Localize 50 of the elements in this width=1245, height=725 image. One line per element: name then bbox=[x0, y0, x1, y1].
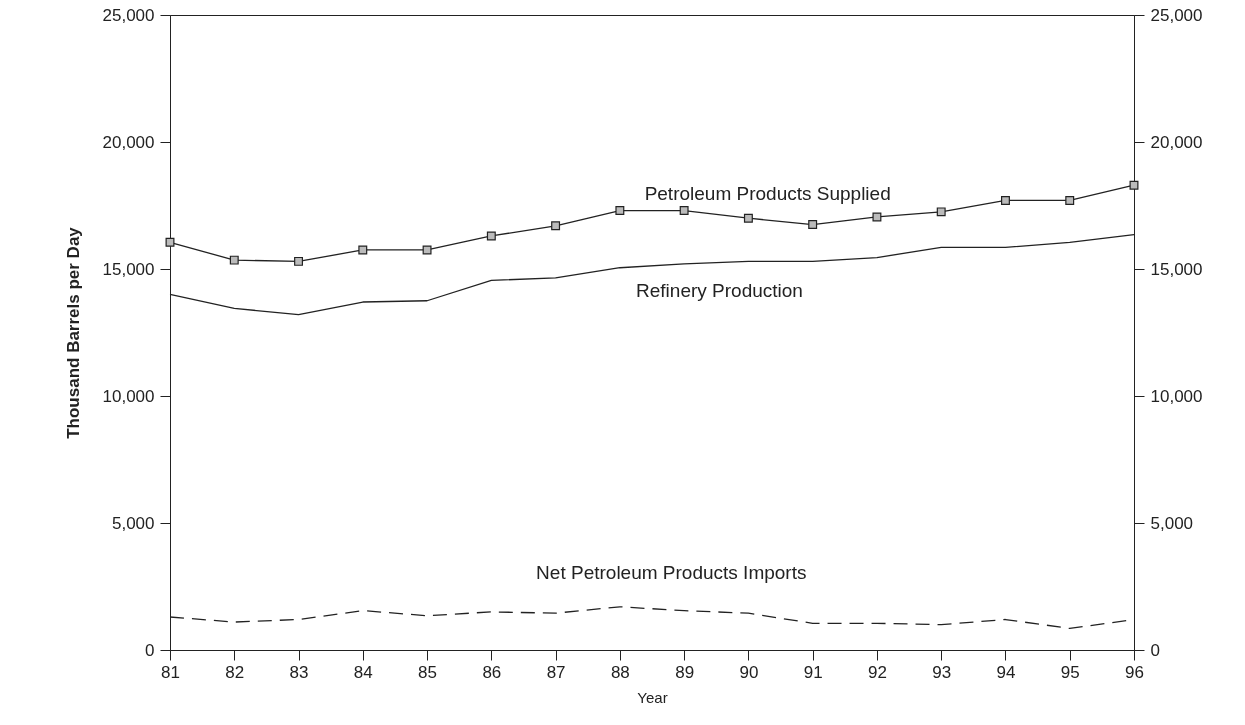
x-tick-label: 88 bbox=[610, 662, 630, 682]
y2-tick-label: 10,000 bbox=[1150, 386, 1203, 406]
line-series bbox=[169, 234, 1135, 316]
point bbox=[808, 220, 818, 230]
x-tick-label: 95 bbox=[1060, 662, 1080, 682]
x-tick-label: 81 bbox=[161, 662, 180, 682]
y-axis-title: Thousand Barrels per Day bbox=[63, 226, 83, 439]
x-tick-label: 89 bbox=[675, 662, 695, 682]
y2-tick-label: 20,000 bbox=[1150, 132, 1203, 152]
x-tick-label: 91 bbox=[803, 662, 823, 682]
point bbox=[229, 255, 239, 265]
series-label: Petroleum Products Supplied bbox=[644, 183, 891, 205]
y2-tick-label: 0 bbox=[1150, 640, 1160, 660]
point bbox=[1000, 195, 1010, 205]
point bbox=[486, 231, 496, 241]
point bbox=[165, 237, 175, 247]
x-tick-label: 90 bbox=[739, 662, 759, 682]
point bbox=[294, 256, 304, 266]
point bbox=[551, 221, 561, 231]
x-tick-label: 94 bbox=[996, 662, 1016, 682]
y2-tick-label: 15,000 bbox=[1150, 259, 1203, 279]
point bbox=[422, 245, 432, 255]
x-tick-label: 85 bbox=[418, 662, 438, 682]
x-tick-label: 84 bbox=[353, 662, 373, 682]
y-tick-label: 15,000 bbox=[102, 259, 155, 279]
point bbox=[743, 213, 753, 223]
y-tick-label: 5,000 bbox=[111, 513, 155, 533]
point bbox=[1129, 180, 1139, 190]
y-tick-label: 25,000 bbox=[102, 5, 155, 25]
y-tick-label: 0 bbox=[145, 640, 155, 660]
y-tick-label: 10,000 bbox=[102, 386, 155, 406]
series-label: Net Petroleum Products Imports bbox=[536, 561, 807, 583]
x-tick-label: 96 bbox=[1125, 662, 1144, 682]
point bbox=[936, 207, 946, 217]
x-tick-label: 86 bbox=[482, 662, 502, 682]
x-axis-title: Year bbox=[637, 688, 668, 706]
point bbox=[615, 206, 625, 216]
x-tick-label: 83 bbox=[289, 662, 309, 682]
x-tick-label: 87 bbox=[546, 662, 566, 682]
y-tick-label: 20,000 bbox=[102, 132, 155, 152]
point bbox=[358, 245, 368, 255]
x-tick-label: 93 bbox=[932, 662, 952, 682]
series-label: Refinery Production bbox=[636, 280, 803, 302]
x-tick-label: 82 bbox=[225, 662, 245, 682]
point bbox=[679, 206, 689, 216]
point bbox=[872, 212, 882, 222]
y2-tick-label: 25,000 bbox=[1150, 5, 1203, 25]
x-tick-label: 92 bbox=[867, 662, 887, 682]
point bbox=[1065, 195, 1075, 205]
y2-tick-label: 5,000 bbox=[1150, 513, 1194, 533]
